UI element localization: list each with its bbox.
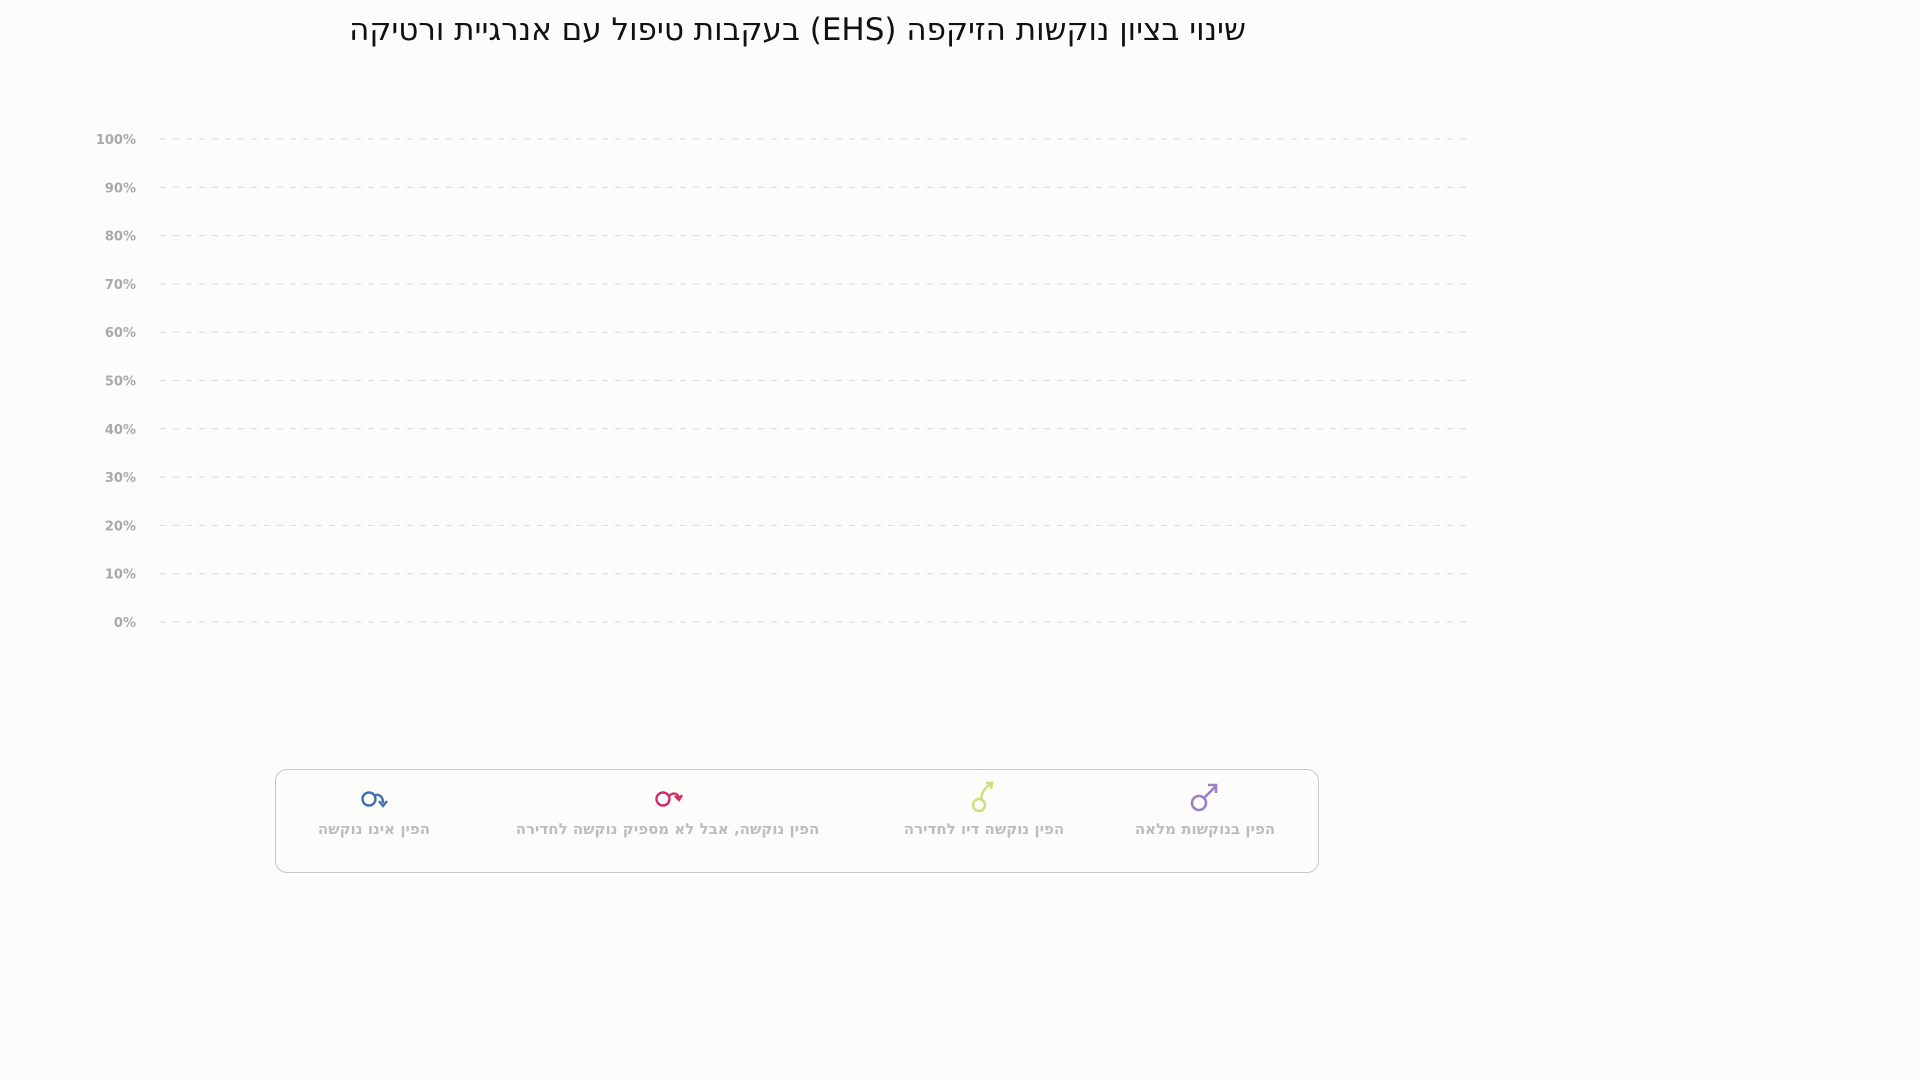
y-tick-label: 70%	[105, 278, 136, 293]
y-tick-label: 0%	[114, 616, 136, 631]
legend-label: הפין נוקשה, אבל לא מספיק נוקשה לחדירה	[515, 820, 820, 838]
full-erection-icon	[1190, 783, 1218, 812]
firm-enough-icon	[971, 781, 994, 813]
legend-item-not-firm-enough[interactable]: הפין נוקשה, אבל לא מספיק נוקשה לחדירה	[515, 780, 820, 838]
legend	[275, 769, 1319, 873]
y-tick-label: 30%	[105, 471, 136, 486]
y-tick-label: 20%	[105, 519, 136, 534]
legend-item-not-firm[interactable]: הפין אינו נוקשה	[310, 780, 438, 838]
y-tick-label: 40%	[105, 423, 136, 438]
chart-plot: 0% 10% 20% 30% 40% 50% 60% 70% 80% 90% 100%	[96, 133, 1468, 631]
chart-title: שינוי בציון נוקשות הזיקפה (EHS) בעקבות ט…	[349, 12, 1246, 48]
legend-item-firm[interactable]: הפין נוקשה דיו לחדירה	[898, 780, 1070, 838]
y-tick-label: 50%	[105, 375, 136, 390]
legend-label: הפין בנוקשות מלאה	[1134, 820, 1276, 838]
not-firm-icon	[361, 791, 388, 808]
not-firm-enough-icon	[654, 791, 683, 807]
legend-label: הפין אינו נוקשה	[317, 820, 431, 838]
legend-item-full[interactable]: הפין בנוקשות מלאה	[1130, 780, 1280, 838]
y-tick-label: 100%	[96, 133, 136, 148]
chart-stage: שינוי בציון נוקשות הזיקפה (EHS) בעקבות ט…	[96, 12, 1468, 873]
y-tick-label: 60%	[105, 326, 136, 341]
y-tick-label: 90%	[105, 181, 136, 196]
y-tick-label: 10%	[105, 568, 136, 583]
legend-label: הפין נוקשה דיו לחדירה	[903, 820, 1065, 838]
y-tick-label: 80%	[105, 230, 136, 245]
